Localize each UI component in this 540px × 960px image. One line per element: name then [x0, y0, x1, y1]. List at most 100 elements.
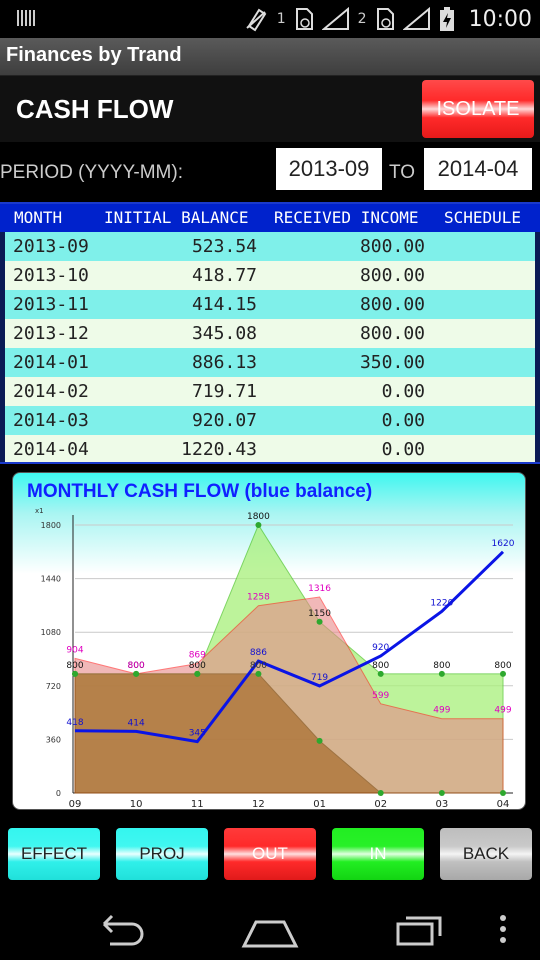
cell-received-income: 0.00 — [381, 410, 425, 431]
app-title: Finances by Trand — [6, 44, 182, 66]
cell-month: 2013-12 — [13, 323, 89, 344]
table-row[interactable]: 2014-04 1220.43 0.00 — [5, 435, 535, 462]
signal-icon — [321, 7, 349, 30]
table-header: MONTH INITIAL BALANCE RECEIVED INCOME SC… — [0, 204, 540, 232]
table-row[interactable]: 2014-02 719.71 0.00 — [5, 377, 535, 406]
isolate-button[interactable]: ISOLATE — [422, 80, 534, 138]
balance-data-label: 418 — [66, 718, 83, 728]
income-point — [438, 670, 445, 677]
period-from-input[interactable]: 2013-09 — [276, 148, 382, 190]
x-tick-label: 11 — [191, 799, 204, 810]
expense-data-label: 499 — [433, 706, 450, 716]
x-tick-label: 03 — [435, 799, 448, 810]
sim-card-icon — [295, 8, 313, 30]
app-title-bar: Finances by Trand — [0, 38, 540, 76]
page-title: CASH FLOW — [16, 94, 174, 124]
x-tick-label: 04 — [497, 799, 510, 810]
table-row[interactable]: 2013-10 418.77 800.00 — [5, 261, 535, 290]
brown-point — [316, 737, 323, 744]
balance-data-label: 414 — [128, 718, 145, 728]
income-data-label: 800 — [494, 661, 511, 671]
income-data-label: 800 — [189, 661, 206, 671]
cell-month: 2014-03 — [13, 410, 89, 431]
sim2-label: 2 — [357, 11, 367, 27]
period-label: PERIOD (YYYY-MM): — [0, 162, 183, 183]
chart-title: MONTHLY CASH FLOW (blue balance) — [27, 481, 373, 502]
income-data-label: 800 — [433, 661, 450, 671]
x-tick-label: 09 — [69, 799, 82, 810]
navigation-bar — [0, 896, 540, 960]
brown-point — [194, 670, 201, 677]
cell-month: 2013-10 — [13, 265, 89, 286]
y-tick-label: 1440 — [41, 575, 61, 584]
brown-point — [255, 670, 262, 677]
expense-data-label: 1316 — [308, 584, 331, 594]
cell-received-income: 0.00 — [381, 381, 425, 402]
cell-initial-balance: 418.77 — [191, 265, 257, 286]
home-icon[interactable] — [240, 906, 300, 950]
brown-point — [438, 790, 445, 796]
series-brown-area — [74, 673, 503, 794]
expense-data-label: 869 — [189, 651, 206, 661]
cell-month: 2014-01 — [13, 352, 89, 373]
proj-button[interactable]: PROJ — [116, 828, 208, 880]
income-point — [255, 522, 262, 528]
y-tick-label: 360 — [46, 735, 61, 744]
balance-data-label: 345 — [189, 729, 206, 739]
x-tick-label: 02 — [374, 799, 387, 810]
in-button[interactable]: IN — [332, 828, 424, 880]
expense-data-label: 599 — [372, 691, 389, 701]
overflow-menu-icon[interactable] — [488, 906, 518, 950]
cell-received-income: 0.00 — [381, 439, 425, 460]
clock: 10:00 — [468, 6, 532, 32]
cell-initial-balance: 1220.43 — [181, 439, 257, 460]
brown-point — [133, 670, 140, 677]
table-row[interactable]: 2013-11 414.15 800.00 — [5, 290, 535, 319]
sim-card-icon-2 — [376, 8, 394, 30]
y-multiplier-label: x1 — [35, 507, 44, 515]
period-to-input[interactable]: 2014-04 — [424, 148, 532, 190]
table-row[interactable]: 2013-09 523.54 800.00 — [5, 232, 535, 261]
cell-received-income: 800.00 — [359, 236, 425, 257]
col-schedule: SCHEDULE — [444, 208, 522, 227]
action-buttons: EFFECT PROJ OUT IN BACK — [0, 828, 540, 880]
cash-flow-chart: MONTHLY CASH FLOW (blue balance) 0 360 720… — [12, 472, 526, 810]
brown-point — [377, 790, 384, 796]
cell-received-income: 800.00 — [359, 323, 425, 344]
table-row[interactable]: 2014-01 886.13 350.00 — [5, 348, 535, 377]
cell-initial-balance: 920.07 — [191, 410, 257, 431]
out-button[interactable]: OUT — [224, 828, 316, 880]
sim1-label: 1 — [276, 11, 286, 27]
cell-initial-balance: 414.15 — [191, 294, 257, 315]
recent-apps-icon[interactable] — [390, 906, 450, 950]
income-data-label: 800 — [128, 661, 145, 671]
brown-point — [500, 790, 506, 796]
income-point — [377, 670, 384, 677]
back-button[interactable]: BACK — [440, 828, 532, 880]
effect-button[interactable]: EFFECT — [8, 828, 100, 880]
col-month: MONTH — [14, 208, 63, 227]
cell-month: 2014-02 — [13, 381, 89, 402]
balance-data-label: 1220 — [430, 598, 453, 608]
table-row[interactable]: 2013-12 345.08 800.00 — [5, 319, 535, 348]
income-point — [316, 618, 323, 625]
cash-flow-table[interactable]: MONTH INITIAL BALANCE RECEIVED INCOME SC… — [0, 202, 540, 464]
cell-initial-balance: 719.71 — [191, 381, 257, 402]
brown-point — [72, 670, 78, 677]
y-tick-label: 1800 — [41, 521, 61, 530]
cell-received-income: 350.00 — [359, 352, 425, 373]
balance-data-label: 1620 — [492, 539, 515, 549]
cell-month: 2013-09 — [13, 236, 89, 257]
balance-data-label: 920 — [372, 643, 389, 653]
period-to-label: TO — [389, 162, 416, 183]
table-row[interactable]: 2014-03 920.07 0.00 — [5, 406, 535, 435]
no-sim-icon — [246, 8, 267, 32]
balance-data-label: 719 — [311, 673, 328, 683]
col-initial-balance: INITIAL BALANCE — [104, 208, 249, 227]
table-body: 2013-09 523.54 800.00 2013-10 418.77 800… — [5, 232, 535, 462]
expense-data-label: 499 — [494, 706, 511, 716]
income-data-label: 800 — [66, 661, 83, 671]
back-arrow-icon[interactable] — [90, 906, 150, 950]
x-tick-label: 10 — [130, 799, 143, 810]
